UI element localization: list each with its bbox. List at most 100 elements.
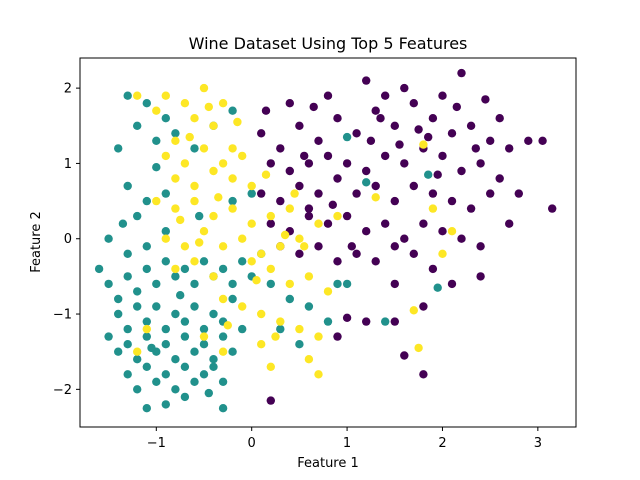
data-point-series-0-19	[381, 91, 390, 100]
data-point-series-1-27	[161, 257, 170, 266]
data-point-series-0-47	[409, 181, 418, 191]
data-point-series-2-57	[142, 324, 151, 334]
data-point-series-2-58	[133, 347, 142, 356]
data-point-series-2-67	[185, 132, 194, 142]
data-point-series-1-89	[342, 132, 352, 142]
data-point-series-0-73	[428, 264, 438, 274]
data-point-series-0-40	[276, 196, 285, 206]
chart-title: Wine Dataset Using Top 5 Features	[189, 34, 468, 53]
data-point-series-1-17	[161, 227, 170, 236]
data-point-series-1-2	[161, 114, 170, 123]
data-point-series-1-12	[161, 189, 170, 198]
data-point-series-2-50	[314, 332, 323, 341]
data-point-series-2-9	[152, 106, 161, 115]
data-point-series-1-70	[171, 385, 180, 394]
data-point-series-1-71	[180, 362, 190, 371]
data-point-series-0-32	[400, 159, 409, 168]
data-point-series-1-65	[123, 370, 132, 379]
data-point-series-1-56	[161, 340, 170, 349]
data-point-series-2-75	[204, 102, 213, 112]
data-point-series-0-83	[333, 332, 342, 341]
data-point-series-0-93	[414, 125, 423, 134]
data-point-series-0-64	[476, 242, 485, 251]
data-point-series-0-8	[409, 99, 418, 108]
data-point-series-1-42	[161, 324, 170, 334]
data-point-series-2-36	[314, 219, 323, 228]
data-point-series-0-23	[538, 136, 547, 145]
data-point-series-1-7	[190, 144, 199, 153]
data-point-series-2-52	[218, 347, 228, 356]
data-point-series-1-11	[142, 196, 151, 206]
data-point-series-1-16	[142, 242, 151, 251]
data-point-series-2-60	[414, 343, 423, 353]
data-point-series-0-5	[352, 129, 361, 138]
data-point-series-0-81	[419, 370, 428, 379]
data-point-series-1-68	[152, 377, 161, 386]
data-point-series-2-11	[180, 159, 190, 168]
data-point-series-0-91	[300, 151, 309, 161]
data-point-series-0-46	[390, 196, 399, 206]
data-point-series-0-0	[257, 129, 266, 138]
data-point-series-2-79	[290, 189, 299, 198]
y-tick-label: −1	[53, 308, 72, 323]
data-point-series-0-95	[471, 144, 480, 153]
data-point-series-2-35	[295, 234, 304, 243]
data-point-series-2-16	[190, 181, 199, 191]
data-point-series-1-38	[123, 324, 132, 334]
data-point-series-0-78	[390, 317, 399, 326]
data-point-series-2-19	[247, 181, 256, 191]
y-tick-label: −2	[53, 383, 72, 398]
y-tick-label: 2	[64, 82, 72, 97]
data-point-series-0-10	[447, 129, 457, 138]
data-point-series-2-43	[285, 279, 294, 289]
data-point-series-1-85	[276, 324, 285, 334]
data-point-series-2-48	[276, 317, 285, 326]
data-point-series-2-23	[209, 211, 218, 221]
data-point-series-2-63	[438, 249, 447, 258]
data-point-series-0-39	[257, 189, 266, 198]
data-point-series-1-9	[228, 106, 237, 115]
data-point-series-2-71	[195, 238, 204, 247]
data-point-series-0-99	[328, 200, 337, 209]
data-point-series-1-67	[142, 362, 151, 371]
data-point-series-1-19	[247, 189, 256, 198]
data-point-series-1-50	[104, 332, 113, 341]
data-point-series-2-33	[257, 249, 266, 258]
data-point-series-1-60	[199, 340, 209, 349]
data-point-series-1-31	[199, 257, 209, 266]
data-point-series-0-27	[304, 159, 314, 168]
data-point-series-0-7	[390, 121, 399, 130]
data-point-series-2-65	[371, 193, 380, 202]
data-point-series-2-42	[266, 264, 275, 274]
data-point-series-1-58	[180, 332, 190, 341]
x-tick-label: 1	[343, 436, 351, 451]
data-point-series-0-42	[314, 189, 323, 198]
data-point-series-2-47	[257, 309, 266, 319]
data-point-series-0-36	[476, 159, 485, 168]
data-point-series-0-68	[333, 257, 342, 266]
data-point-series-2-14	[238, 151, 247, 161]
data-point-series-2-41	[247, 257, 256, 266]
data-point-series-0-90	[261, 106, 271, 115]
data-point-series-2-34	[276, 242, 285, 251]
data-point-series-0-17	[285, 99, 294, 108]
data-point-series-0-74	[447, 279, 457, 289]
data-point-series-2-3	[218, 99, 228, 108]
data-point-series-1-0	[123, 91, 132, 100]
data-point-series-0-25	[266, 159, 275, 168]
data-point-series-0-18	[323, 91, 333, 100]
data-point-series-1-75	[218, 377, 228, 386]
data-point-series-1-80	[266, 279, 275, 289]
data-point-series-2-74	[252, 276, 261, 285]
x-axis-ticks: −1 0 1 2 3	[147, 427, 542, 451]
data-point-series-1-47	[209, 309, 218, 319]
data-point-series-2-25	[247, 219, 256, 228]
data-point-series-1-99	[204, 388, 213, 398]
data-point-series-0-87	[366, 136, 376, 145]
data-point-series-2-68	[214, 193, 223, 202]
data-point-series-2-53	[257, 340, 266, 349]
data-point-series-1-25	[142, 264, 151, 274]
data-point-series-1-94	[152, 163, 161, 172]
data-point-series-1-35	[238, 257, 247, 266]
data-point-series-2-40	[209, 272, 218, 281]
